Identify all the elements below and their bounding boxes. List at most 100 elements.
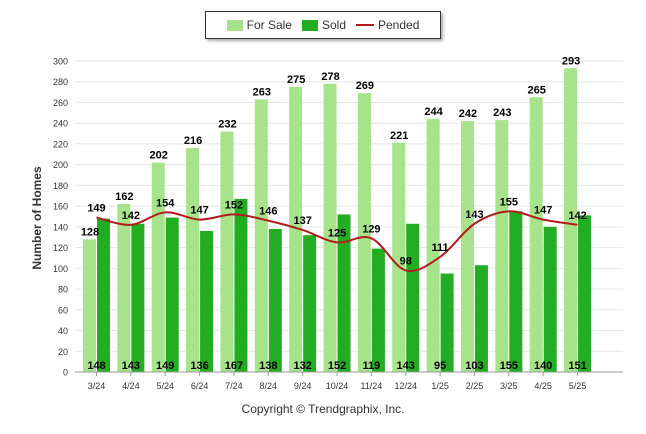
x-tick-label: 11/24: [360, 381, 382, 391]
sold-value-label: 167: [225, 360, 243, 372]
legend-item-for-sale[interactable]: For Sale: [226, 18, 292, 32]
for-sale-bar: [426, 119, 440, 372]
for-sale-value-label: 275: [287, 74, 305, 86]
for-sale-bar: [289, 86, 303, 373]
sold-bar: [440, 273, 454, 372]
y-tick-label: 200: [53, 160, 68, 170]
for-sale-bar: [83, 239, 96, 372]
pended-value-label: 142: [568, 210, 586, 222]
sold-value-label: 103: [465, 360, 483, 372]
for-sale-value-label: 232: [218, 118, 236, 130]
sold-value-label: 149: [156, 360, 174, 372]
for-sale-bar: [564, 68, 578, 373]
y-tick-label: 260: [53, 98, 68, 108]
y-tick-label: 160: [53, 202, 68, 212]
pended-value-label: 98: [400, 255, 412, 267]
for-sale-swatch: [226, 19, 243, 31]
for-sale-value-label: 278: [321, 71, 339, 83]
y-axis-ticks: 0 20 40 60 80 100 120 140 160 180 200 220 240 260 280 3…: [53, 57, 68, 378]
sold-value-label: 138: [259, 360, 277, 372]
legend-label-pended: Pended: [378, 18, 420, 32]
sold-value-label: 140: [534, 360, 552, 372]
sold-swatch: [301, 19, 318, 31]
y-tick-label: 80: [58, 285, 68, 295]
for-sale-bar: [529, 97, 543, 373]
x-tick-label: 10/24: [326, 381, 349, 391]
sold-bar: [97, 218, 110, 372]
y-tick-label: 140: [53, 222, 68, 232]
x-tick-label: 3/24: [88, 381, 106, 391]
x-tick-label: 5/24: [156, 381, 174, 391]
pended-value-label: 137: [293, 215, 311, 227]
sold-value-label: 151: [568, 360, 586, 372]
x-tick-label: 6/24: [191, 381, 209, 391]
sold-bar: [578, 215, 592, 372]
sold-value-label: 152: [328, 360, 346, 372]
for-sale-bar: [151, 162, 165, 372]
sold-bar: [509, 211, 523, 372]
sold-bar: [337, 214, 351, 372]
sold-value-label: 136: [190, 360, 208, 372]
sold-bar: [268, 228, 282, 372]
x-tick-label: 9/24: [294, 381, 312, 391]
pended-value-label: 149: [87, 203, 105, 215]
y-tick-label: 300: [53, 57, 68, 67]
chart: 0 20 40 60 80 100 120 140 160 180 200 220 240 260 280 3…: [30, 55, 623, 391]
pended-value-label: 143: [465, 209, 483, 221]
for-sale-bar: [254, 99, 268, 373]
pended-value-label: 146: [259, 206, 277, 218]
sold-bar: [131, 223, 145, 372]
data-labels: 128 148 149 162 143 142 202 149 154 216 136 147 232 1…: [81, 55, 587, 372]
pended-value-label: 147: [190, 205, 208, 217]
y-tick-label: 180: [53, 181, 68, 191]
x-tick-label: 5/25: [569, 381, 587, 391]
for-sale-value-label: 128: [81, 226, 99, 238]
for-sale-value-label: 162: [115, 191, 133, 203]
x-tick-label: 7/24: [225, 381, 243, 391]
sold-value-label: 143: [397, 360, 415, 372]
y-tick-label: 60: [58, 305, 68, 315]
for-sale-bar: [495, 120, 509, 372]
y-tick-label: 100: [53, 264, 68, 274]
for-sale-value-label: 265: [528, 84, 546, 96]
sold-value-label: 143: [122, 360, 140, 372]
for-sale-value-label: 243: [493, 107, 511, 119]
x-tick-label: 2/25: [466, 381, 484, 391]
y-tick-label: 0: [63, 368, 68, 378]
x-tick-label: 12/24: [394, 381, 417, 391]
for-sale-value-label: 216: [184, 135, 202, 147]
pended-value-label: 155: [500, 196, 518, 208]
for-sale-value-label: 269: [356, 80, 374, 92]
sold-value-label: 95: [434, 360, 446, 372]
for-sale-bar: [186, 148, 200, 372]
for-sale-bar: [220, 131, 234, 372]
sold-bar: [234, 198, 248, 372]
x-tick-label: 1/25: [431, 381, 449, 391]
legend-label-sold: Sold: [321, 18, 346, 32]
y-tick-label: 280: [53, 77, 68, 87]
pended-line: [96, 210, 578, 273]
legend-item-sold[interactable]: Sold: [301, 18, 346, 32]
legend: For Sale Sold Pended: [205, 11, 441, 39]
for-sale-bar: [357, 93, 371, 373]
legend-label-for-sale: For Sale: [246, 18, 292, 32]
for-sale-value-label: 202: [150, 150, 168, 162]
y-tick-label: 120: [53, 243, 68, 253]
sold-bar: [474, 265, 488, 372]
sold-bar: [200, 231, 214, 372]
for-sale-bar: [392, 142, 406, 372]
y-tick-label: 40: [58, 326, 68, 336]
sold-value-label: 132: [293, 360, 311, 372]
sold-bar: [543, 226, 557, 372]
legend-item-pended[interactable]: Pended: [356, 18, 419, 32]
sold-value-label: 119: [363, 360, 381, 372]
pended-value-label: 125: [328, 227, 346, 239]
y-tick-label: 240: [53, 119, 68, 129]
pended-swatch: [356, 24, 374, 26]
copyright-text: Copyright © Trendgraphix, Inc.: [241, 402, 405, 416]
sold-bar: [165, 217, 179, 372]
sold-bar: [406, 223, 420, 372]
x-axis-ticks: 3/24 4/24 5/24 6/24 7/24 8/24 9/24 10/24 11/24 12…: [88, 372, 587, 391]
sold-bar: [371, 248, 385, 372]
x-tick-label: 3/25: [500, 381, 518, 391]
